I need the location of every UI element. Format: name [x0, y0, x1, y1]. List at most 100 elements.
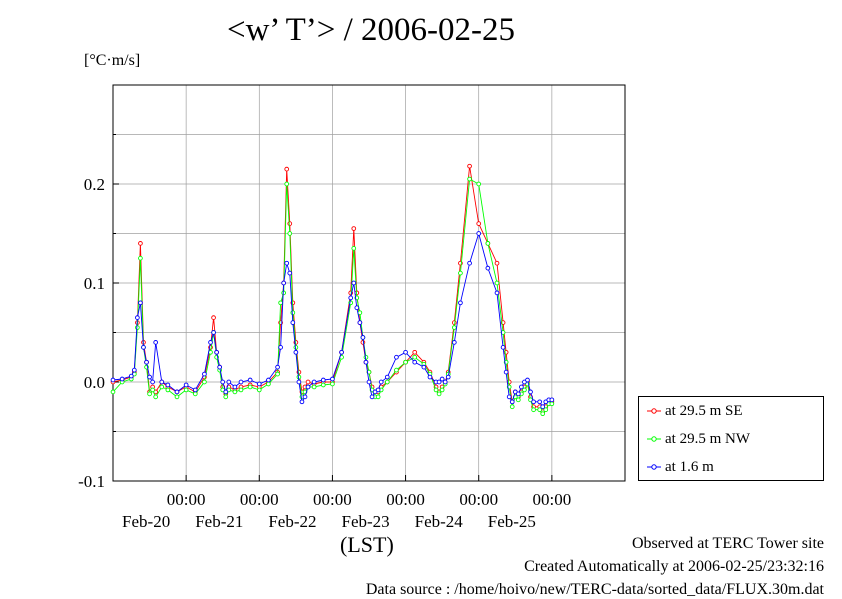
- data-point: [147, 374, 152, 380]
- data-point: [266, 377, 271, 383]
- x-tick-time-label: 00:00: [167, 490, 206, 509]
- data-point: [119, 376, 125, 382]
- data-point: [427, 374, 433, 380]
- data-point: [159, 384, 165, 390]
- chart-title: <w’ T’> / 2006-02-25: [226, 12, 516, 48]
- data-point: [509, 399, 515, 405]
- x-tick-time-label: 00:00: [459, 490, 498, 509]
- data-point: [192, 387, 198, 393]
- data-point: [522, 387, 527, 393]
- data-point: [232, 389, 238, 395]
- legend-marker-nw: [647, 436, 661, 442]
- data-point: [421, 364, 427, 370]
- data-point: [266, 381, 271, 387]
- data-point: [299, 399, 305, 405]
- data-point: [287, 270, 293, 276]
- legend-item-1-6m: at 1.6 m: [647, 457, 714, 477]
- data-point: [150, 379, 155, 385]
- data-point: [290, 320, 296, 325]
- data-point: [537, 407, 543, 413]
- data-point: [247, 384, 253, 390]
- data-point: [330, 376, 335, 382]
- data-point: [378, 379, 384, 385]
- data-point: [275, 371, 280, 377]
- data-point: [320, 377, 326, 383]
- data-point: [128, 373, 134, 379]
- data-point: [284, 166, 290, 172]
- x-tick-time-label: 00:00: [386, 490, 425, 509]
- data-point: [436, 379, 442, 385]
- data-point: [412, 359, 418, 365]
- data-point: [515, 397, 521, 403]
- data-point: [305, 379, 311, 385]
- data-point: [238, 387, 244, 393]
- legend-item-nw: at 29.5 m NW: [647, 429, 750, 449]
- data-point: [412, 354, 418, 360]
- data-point: [223, 394, 229, 400]
- x-tick-date-label: Feb-25: [488, 512, 536, 531]
- data-point: [165, 387, 171, 393]
- legend-label-se: at 29.5 m SE: [665, 402, 743, 419]
- data-point: [360, 335, 366, 340]
- data-point: [375, 387, 381, 393]
- data-point: [138, 241, 143, 246]
- x-tick-date-label: Feb-22: [268, 512, 316, 531]
- data-point: [403, 349, 408, 355]
- data-point: [150, 387, 155, 393]
- data-point: [354, 305, 360, 311]
- data-point: [485, 265, 491, 271]
- data-point: [494, 290, 500, 296]
- data-point: [369, 394, 375, 400]
- data-point: [302, 394, 308, 400]
- data-point: [311, 379, 317, 385]
- data-point: [476, 231, 482, 236]
- data-point: [223, 389, 229, 395]
- data-point: [351, 246, 357, 251]
- data-point: [476, 181, 482, 187]
- data-point: [515, 391, 521, 397]
- data-point: [485, 241, 491, 246]
- data-point: [330, 381, 335, 387]
- data-point: [281, 280, 287, 286]
- data-point: [305, 384, 311, 390]
- data-point: [494, 280, 500, 286]
- data-point: [543, 407, 549, 413]
- data-point: [159, 379, 165, 385]
- data-point: [192, 391, 198, 397]
- data-point: [339, 349, 344, 355]
- data-point: [238, 379, 244, 385]
- data-point: [476, 221, 482, 226]
- data-point: [549, 401, 555, 407]
- x-tick-date-label: Feb-20: [122, 512, 170, 531]
- data-point: [320, 382, 326, 388]
- data-point: [467, 176, 472, 182]
- data-point: [494, 260, 500, 266]
- data-point: [278, 345, 283, 350]
- data-point: [451, 340, 457, 345]
- data-point: [131, 367, 137, 373]
- data-point: [366, 379, 372, 385]
- y-unit-label: [°C·m/s]: [84, 52, 141, 69]
- data-point: [540, 404, 546, 410]
- data-point: [506, 394, 512, 400]
- data-point: [403, 359, 408, 365]
- data-point: [214, 349, 219, 355]
- data-point: [153, 394, 159, 400]
- data-point: [174, 394, 180, 400]
- data-point: [211, 315, 216, 320]
- data-point: [500, 345, 506, 350]
- data-point: [110, 389, 116, 395]
- series-line-2: [112, 231, 552, 408]
- x-tick-date-label: Feb-24: [415, 512, 464, 531]
- data-point: [531, 407, 536, 413]
- data-point: [451, 325, 457, 330]
- credit-created: Created Automatically at 2006-02-25/23:3…: [524, 558, 824, 575]
- legend-label-1-6m: at 1.6 m: [665, 458, 714, 475]
- data-point: [217, 364, 223, 370]
- data-point: [135, 315, 140, 320]
- data-point: [503, 369, 509, 375]
- data-point: [436, 391, 442, 397]
- data-point: [351, 280, 357, 286]
- data-point: [348, 295, 354, 301]
- y-tick-label: 0.2: [84, 175, 105, 194]
